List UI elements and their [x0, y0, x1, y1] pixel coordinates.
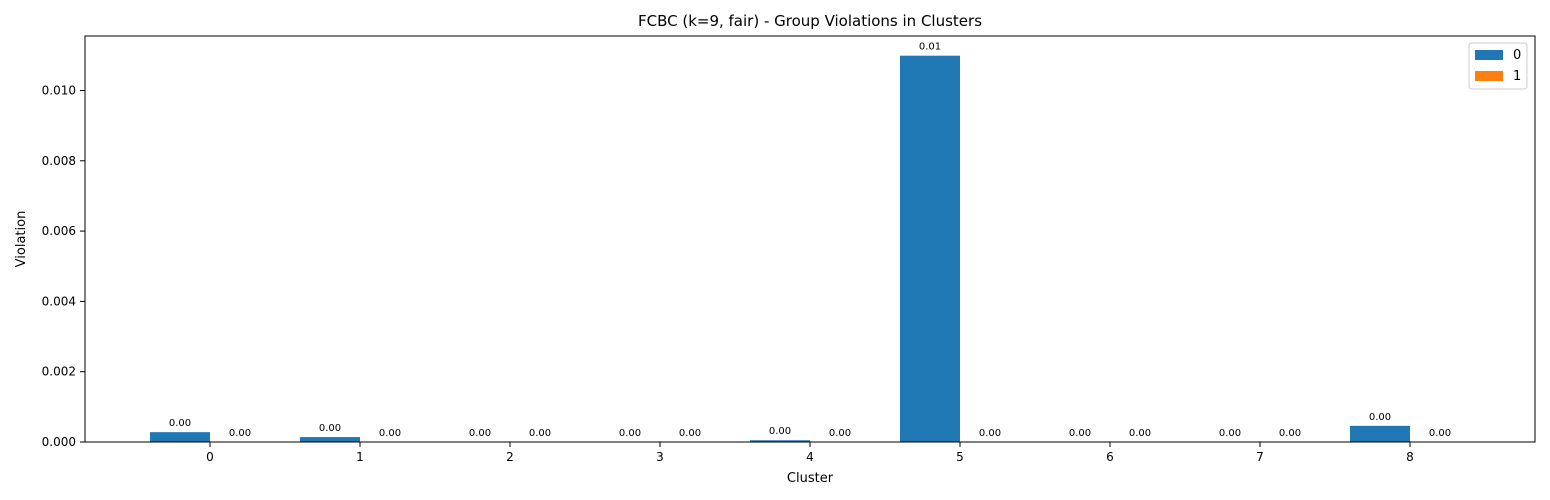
data-label-series-1-cluster-8: 0.00 — [1429, 428, 1451, 439]
y-tick-label-4: 0.008 — [42, 154, 76, 168]
x-axis: 0 1 2 3 4 5 6 7 8 — [206, 442, 1414, 464]
y-tick-label-5: 0.010 — [42, 83, 76, 97]
y-axis-label: Violation — [14, 211, 29, 268]
x-tick-label-5: 5 — [956, 450, 964, 464]
data-label-series-0-cluster-1: 0.00 — [319, 423, 341, 434]
bar-series-0-cluster-8 — [1350, 425, 1410, 442]
x-tick-label-3: 3 — [656, 450, 664, 464]
data-label-series-0-cluster-6: 0.00 — [1069, 428, 1091, 439]
y-axis: 0.000 0.002 0.004 0.006 0.008 0.010 — [42, 83, 85, 449]
legend-swatch-1 — [1475, 71, 1503, 81]
data-label-series-0-cluster-4: 0.00 — [769, 426, 791, 437]
legend-label-0: 0 — [1513, 48, 1521, 63]
legend-label-1: 1 — [1513, 69, 1521, 84]
data-label-series-0-cluster-5: 0.01 — [919, 42, 941, 53]
data-labels-group: 0.00 0.00 0.00 0.00 0.00 0.01 0.00 0.00 0.00 0.00… — [169, 42, 1451, 439]
chart-title: FCBC (k=9, fair) - Group Violations in C… — [638, 12, 982, 30]
data-label-series-0-cluster-3: 0.00 — [619, 428, 641, 439]
data-label-series-1-cluster-2: 0.00 — [529, 428, 551, 439]
y-tick-label-2: 0.004 — [42, 294, 76, 308]
y-tick-label-0: 0.000 — [42, 435, 76, 449]
data-label-series-0-cluster-8: 0.00 — [1369, 412, 1391, 423]
data-label-series-1-cluster-5: 0.00 — [979, 428, 1001, 439]
x-axis-label: Cluster — [787, 471, 834, 486]
x-tick-label-1: 1 — [356, 450, 364, 464]
data-label-series-0-cluster-7: 0.00 — [1219, 428, 1241, 439]
x-tick-label-8: 8 — [1406, 450, 1414, 464]
legend: 01 — [1468, 42, 1528, 90]
bar-series-0-cluster-0 — [150, 432, 210, 442]
data-label-series-1-cluster-4: 0.00 — [829, 428, 851, 439]
data-label-series-1-cluster-3: 0.00 — [679, 428, 701, 439]
data-label-series-1-cluster-6: 0.00 — [1129, 428, 1151, 439]
data-label-series-1-cluster-1: 0.00 — [379, 428, 401, 439]
x-tick-label-4: 4 — [806, 450, 814, 464]
x-tick-label-6: 6 — [1106, 450, 1114, 464]
y-tick-label-3: 0.006 — [42, 224, 76, 238]
data-label-series-1-cluster-7: 0.00 — [1279, 428, 1301, 439]
data-label-series-1-cluster-0: 0.00 — [229, 428, 251, 439]
x-tick-label-7: 7 — [1256, 450, 1264, 464]
bars-group — [150, 55, 1410, 443]
x-tick-label-0: 0 — [206, 450, 214, 464]
legend-swatch-0 — [1475, 50, 1503, 60]
bar-series-0-cluster-4 — [750, 440, 810, 442]
x-tick-label-2: 2 — [506, 450, 514, 464]
data-label-series-0-cluster-2: 0.00 — [469, 428, 491, 439]
y-tick-label-1: 0.002 — [42, 365, 76, 379]
data-label-series-0-cluster-0: 0.00 — [169, 418, 191, 429]
plot-frame — [84, 35, 1536, 443]
bar-series-0-cluster-5 — [900, 55, 960, 443]
bar-series-0-cluster-1 — [300, 437, 360, 442]
